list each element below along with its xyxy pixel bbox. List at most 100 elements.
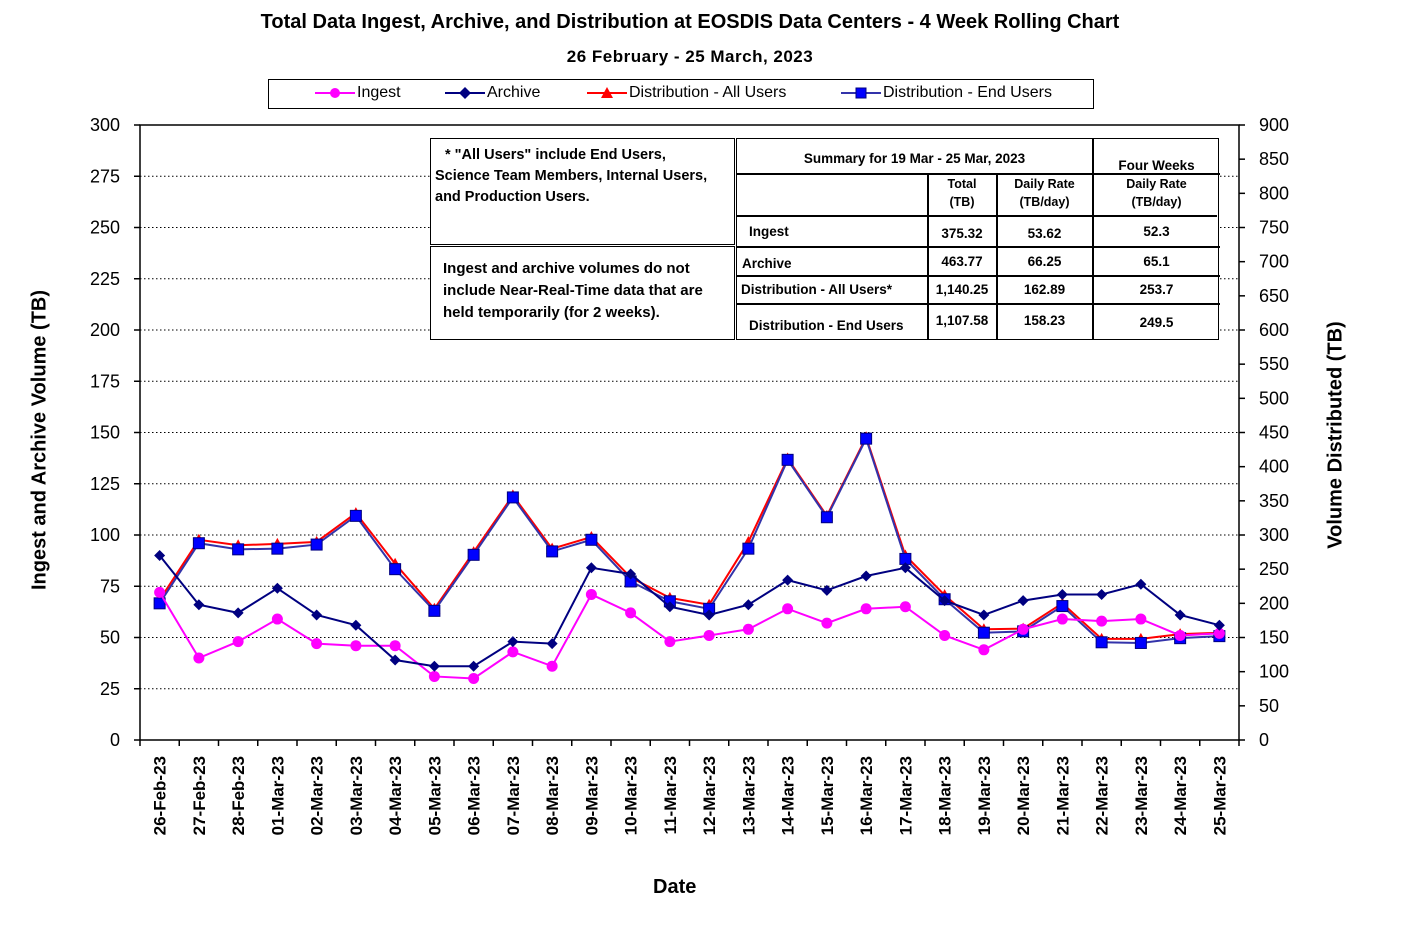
y2-tick-label: 200: [1259, 593, 1289, 613]
series-line-distribution-end-users: [158, 436, 1220, 644]
data-point-ingest: [625, 607, 637, 619]
y-tick-label: 200: [90, 320, 120, 340]
x-tick-label: 04-Mar-23: [386, 756, 405, 835]
x-axis-ticks: 26-Feb-23 27-Feb-23 28-Feb-23 01-Mar-23 02-M…: [139, 740, 1240, 835]
data-point-ingest: [1135, 613, 1147, 625]
y-axis-label-right: Volume Distributed (TB): [1324, 321, 1347, 549]
legend: Ingest Archive Distribution - All Users …: [268, 79, 1094, 109]
col-fw-daily-unit: (TB/day): [1131, 195, 1182, 209]
x-tick-label: 19-Mar-23: [975, 756, 994, 835]
y2-tick-label: 550: [1259, 354, 1289, 374]
y2-tick-label: 900: [1259, 115, 1289, 135]
data-point-distribution-end-users: [192, 537, 205, 550]
y-tick-label: 100: [90, 525, 120, 545]
ingest-marker-icon: [315, 88, 355, 98]
y-tick-label: 150: [90, 423, 120, 443]
right-axis-ticks: 0 50 100 150 200 250 300 350 400 450 500 550 600 650 7…: [1239, 115, 1289, 750]
legend-item-dist-all: Distribution - All Users: [587, 84, 786, 102]
data-point-archive: [860, 570, 872, 582]
row-fw: 253.7: [1139, 282, 1174, 297]
x-tick-label: 21-Mar-23: [1053, 756, 1072, 835]
row-total: 375.32: [941, 226, 983, 241]
y2-tick-label: 450: [1259, 423, 1289, 443]
data-point-distribution-end-users: [860, 432, 873, 445]
data-point-distribution-end-users: [349, 509, 362, 522]
data-point-distribution-end-users: [781, 453, 794, 466]
x-axis-label: Date: [653, 876, 697, 898]
x-tick-label: 01-Mar-23: [268, 756, 287, 835]
row-label: Distribution - End Users: [749, 318, 904, 333]
data-point-ingest: [350, 640, 362, 652]
dist-end-marker-icon: [841, 87, 881, 99]
y-axis-label-left: Ingest and Archive Volume (TB): [28, 289, 51, 591]
note-line: include Near-Real-Time data that are: [443, 282, 703, 299]
note-line: held temporarily (for 2 weeks).: [443, 304, 660, 321]
chart-title: Total Data Ingest, Archive, and Distribu…: [260, 11, 1120, 33]
legend-item-dist-end: Distribution - End Users: [841, 84, 1052, 102]
y2-tick-label: 150: [1259, 628, 1289, 648]
data-point-distribution-end-users: [310, 538, 323, 551]
y2-tick-label: 250: [1259, 559, 1289, 579]
x-tick-label: 16-Mar-23: [857, 756, 876, 835]
y-tick-label: 0: [110, 730, 120, 750]
legend-label-archive: Archive: [487, 84, 541, 101]
data-point-distribution-end-users: [585, 533, 598, 546]
x-tick-label: 02-Mar-23: [308, 756, 327, 835]
four-weeks-heading: Four Weeks: [1118, 158, 1195, 173]
row-fw: 65.1: [1143, 254, 1170, 269]
data-point-ingest: [1213, 627, 1225, 639]
y-tick-label: 175: [90, 371, 120, 391]
y2-tick-label: 400: [1259, 457, 1289, 477]
table-divider: [737, 173, 1220, 175]
data-point-distribution-end-users: [820, 511, 833, 524]
data-point-distribution-end-users: [977, 626, 990, 639]
data-point-archive: [625, 568, 637, 580]
table-divider: [927, 173, 929, 340]
x-tick-label: 14-Mar-23: [779, 756, 798, 835]
x-tick-label: 25-Mar-23: [1210, 756, 1229, 835]
legend-label-ingest: Ingest: [357, 84, 401, 101]
left-axis-ticks: 0 25 50 75 100 125 150 175 200 225 250 275 300: [90, 115, 140, 750]
col-daily: Daily Rate: [1014, 177, 1075, 191]
x-tick-label: 13-Mar-23: [739, 756, 758, 835]
data-point-archive: [389, 654, 401, 666]
nrt-note: Ingest and archive volumes do not includ…: [430, 246, 735, 340]
data-point-archive: [428, 660, 440, 672]
col-daily-unit: (TB/day): [1019, 195, 1070, 209]
data-point-archive: [154, 550, 166, 561]
row-total: 463.77: [941, 254, 983, 269]
y2-tick-label: 700: [1259, 252, 1289, 272]
all-users-note: * "All Users" include End Users, Science…: [430, 138, 735, 245]
data-point-ingest: [271, 613, 283, 625]
row-daily: 162.89: [1023, 282, 1066, 297]
table-divider: [996, 173, 998, 340]
data-point-distribution-end-users: [1134, 636, 1147, 649]
data-point-ingest: [1056, 613, 1068, 625]
y2-tick-label: 750: [1259, 218, 1289, 238]
data-point-ingest: [389, 640, 401, 652]
data-point-distribution-end-users: [546, 545, 559, 558]
y2-tick-label: 300: [1259, 525, 1289, 545]
data-point-ingest: [193, 652, 205, 664]
data-point-distribution-end-users: [1056, 600, 1069, 613]
data-point-ingest: [782, 603, 794, 615]
row-label: Ingest: [749, 224, 789, 239]
data-point-archive: [1213, 619, 1225, 631]
data-point-distribution-end-users: [428, 604, 441, 617]
x-tick-label: 18-Mar-23: [936, 756, 955, 835]
row-daily: 158.23: [1023, 313, 1066, 328]
note-line: * "All Users" include End Users,: [445, 147, 666, 163]
data-point-archive: [1096, 588, 1108, 600]
col-total: Total: [947, 177, 977, 191]
series-line-ingest: [158, 591, 1220, 680]
y2-tick-label: 100: [1259, 662, 1289, 682]
data-point-archive: [1017, 595, 1029, 607]
data-point-archive: [1056, 588, 1068, 600]
data-point-archive: [193, 599, 205, 611]
y2-tick-label: 800: [1259, 183, 1289, 203]
data-point-archive: [311, 609, 323, 621]
series-line-distribution-all-users: [158, 434, 1220, 640]
data-point-archive: [978, 609, 990, 621]
y-tick-label: 50: [100, 628, 120, 648]
